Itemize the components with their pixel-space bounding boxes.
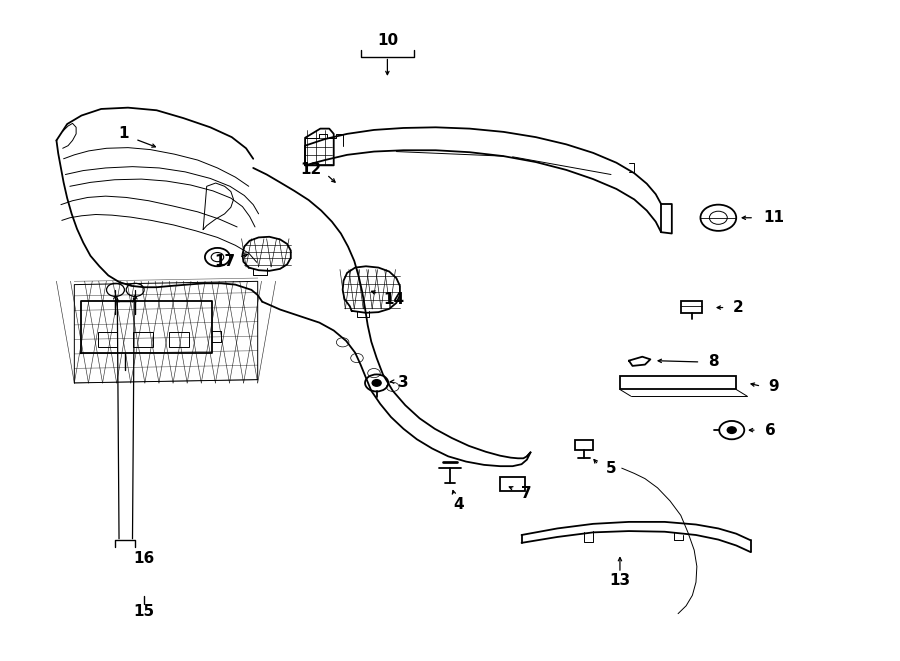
Text: 11: 11 [763, 210, 784, 225]
Text: 16: 16 [133, 551, 155, 566]
Text: 13: 13 [609, 573, 631, 588]
Circle shape [727, 427, 736, 434]
Text: 5: 5 [606, 461, 616, 476]
Bar [620, 376, 736, 389]
Text: 14: 14 [383, 292, 404, 307]
Bar [97, 332, 117, 347]
Text: 3: 3 [398, 375, 409, 391]
Bar [680, 301, 702, 313]
Text: 12: 12 [301, 163, 322, 177]
Bar [169, 332, 189, 347]
Text: 1: 1 [118, 126, 129, 141]
Text: 7: 7 [521, 486, 531, 500]
Text: 15: 15 [133, 603, 155, 619]
Text: 8: 8 [708, 354, 719, 369]
Text: 2: 2 [733, 300, 743, 315]
Text: 10: 10 [377, 33, 398, 48]
Text: 6: 6 [765, 422, 776, 438]
Bar [575, 440, 593, 450]
Text: 9: 9 [769, 379, 779, 394]
Bar [500, 477, 525, 491]
Bar [133, 332, 153, 347]
Circle shape [373, 379, 381, 386]
Text: 17: 17 [214, 254, 235, 269]
Text: 4: 4 [454, 496, 464, 512]
